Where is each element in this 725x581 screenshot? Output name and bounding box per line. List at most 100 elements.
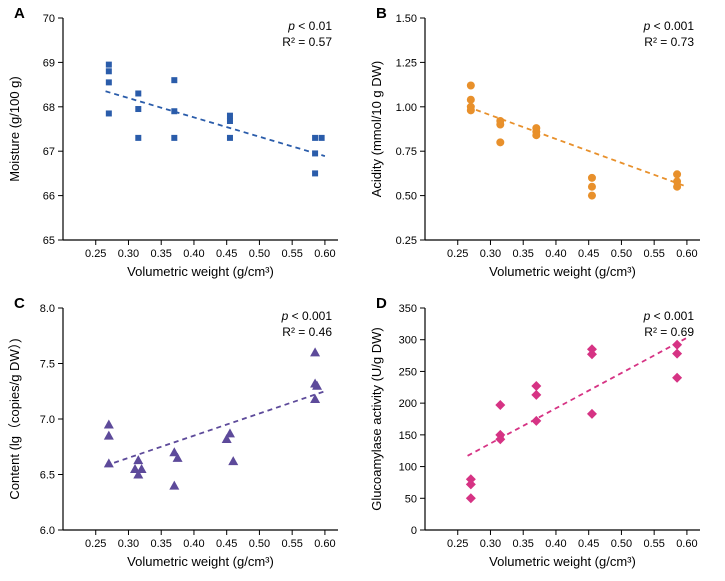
trend-line <box>106 391 325 465</box>
ylabel: Acidity (mmol/10 g DW) <box>369 61 384 198</box>
r2-value: R² = 0.57 <box>282 35 332 49</box>
ytick-label: 350 <box>399 303 417 315</box>
data-point <box>310 347 320 356</box>
ytick-label: 66 <box>43 191 55 203</box>
data-point <box>312 150 318 156</box>
data-point <box>227 118 233 124</box>
data-point <box>496 121 504 129</box>
data-point <box>227 113 233 119</box>
data-point <box>672 340 682 350</box>
data-point <box>104 431 114 440</box>
xtick-label: 0.35 <box>151 538 172 550</box>
ylabel: Content (lg（copies/g DW）) <box>7 338 22 499</box>
xtick-label: 0.55 <box>643 538 664 550</box>
xtick-label: 0.25 <box>447 538 468 550</box>
data-point <box>171 77 177 83</box>
xtick-label: 0.40 <box>545 538 566 550</box>
data-point <box>466 493 476 503</box>
xtick-label: 0.60 <box>676 248 697 260</box>
ytick-label: 100 <box>399 462 417 474</box>
xtick-label: 0.45 <box>216 538 237 550</box>
xtick-label: 0.45 <box>578 248 599 260</box>
data-point <box>319 135 325 141</box>
ytick-label: 7.5 <box>40 359 55 371</box>
ytick-label: 0 <box>411 525 417 537</box>
xlabel: Volumetric weight (g/cm³) <box>127 554 274 569</box>
ytick-label: 1.00 <box>396 102 417 114</box>
r2-value: R² = 0.69 <box>644 325 694 339</box>
ytick-label: 70 <box>43 13 55 25</box>
panel-D: D0.250.300.350.400.450.500.550.600501001… <box>369 295 700 569</box>
data-point <box>104 420 114 429</box>
p-value: p < 0.001 <box>643 309 695 323</box>
xtick-label: 0.25 <box>447 248 468 260</box>
ytick-label: 69 <box>43 57 55 69</box>
panel-label: D <box>376 295 387 312</box>
data-point <box>171 108 177 114</box>
xtick-label: 0.60 <box>314 248 335 260</box>
data-point <box>588 192 596 200</box>
data-point <box>673 170 681 178</box>
xlabel: Volumetric weight (g/cm³) <box>489 554 636 569</box>
data-point <box>135 135 141 141</box>
xtick-label: 0.25 <box>85 538 106 550</box>
xtick-label: 0.25 <box>85 248 106 260</box>
ytick-label: 150 <box>399 430 417 442</box>
data-point <box>106 68 112 74</box>
data-point <box>169 481 179 490</box>
xtick-label: 0.55 <box>643 248 664 260</box>
ylabel: Glucoamylase activity (U/g DW) <box>369 327 384 510</box>
panel-A: A0.250.300.350.400.450.500.550.606566676… <box>7 5 338 279</box>
p-value: p < 0.01 <box>287 19 332 33</box>
data-point <box>228 456 238 465</box>
scatter-figure: A0.250.300.350.400.450.500.550.606566676… <box>0 0 725 581</box>
ytick-label: 6.0 <box>40 525 55 537</box>
ytick-label: 1.25 <box>396 57 417 69</box>
xtick-label: 0.40 <box>183 538 204 550</box>
data-point <box>587 409 597 419</box>
data-point <box>588 183 596 191</box>
ytick-label: 0.25 <box>396 235 417 247</box>
xtick-label: 0.35 <box>513 538 534 550</box>
trend-line <box>106 91 325 156</box>
data-point <box>106 62 112 68</box>
data-point <box>467 81 475 89</box>
xtick-label: 0.35 <box>513 248 534 260</box>
data-point <box>672 349 682 359</box>
panel-B: B0.250.300.350.400.450.500.550.600.250.5… <box>369 5 700 279</box>
xtick-label: 0.30 <box>480 538 501 550</box>
xtick-label: 0.60 <box>314 538 335 550</box>
ytick-label: 0.75 <box>396 146 417 158</box>
ytick-label: 6.5 <box>40 470 55 482</box>
r2-value: R² = 0.73 <box>644 35 694 49</box>
data-point <box>106 79 112 85</box>
ytick-label: 250 <box>399 366 417 378</box>
data-point <box>673 183 681 191</box>
data-point <box>104 458 114 467</box>
xtick-label: 0.60 <box>676 538 697 550</box>
ytick-label: 8.0 <box>40 303 55 315</box>
ytick-label: 65 <box>43 235 55 247</box>
data-point <box>135 106 141 112</box>
panel-label: B <box>376 5 387 22</box>
xlabel: Volumetric weight (g/cm³) <box>127 264 274 279</box>
data-point <box>466 479 476 489</box>
data-point <box>467 106 475 114</box>
ytick-label: 50 <box>405 493 417 505</box>
xtick-label: 0.30 <box>118 538 139 550</box>
xtick-label: 0.50 <box>611 248 632 260</box>
data-point <box>171 135 177 141</box>
p-value: p < 0.001 <box>281 309 333 323</box>
ytick-label: 1.50 <box>396 13 417 25</box>
panel-C: C0.250.300.350.400.450.500.550.606.06.57… <box>7 295 338 569</box>
ytick-label: 300 <box>399 335 417 347</box>
xtick-label: 0.40 <box>545 248 566 260</box>
data-point <box>312 135 318 141</box>
figure-container: { "figure": { "width": 725, "height": 58… <box>0 0 725 581</box>
xtick-label: 0.55 <box>281 248 302 260</box>
data-point <box>495 400 505 410</box>
panel-label: A <box>14 5 25 22</box>
xtick-label: 0.35 <box>151 248 172 260</box>
data-point <box>588 174 596 182</box>
ytick-label: 68 <box>43 102 55 114</box>
